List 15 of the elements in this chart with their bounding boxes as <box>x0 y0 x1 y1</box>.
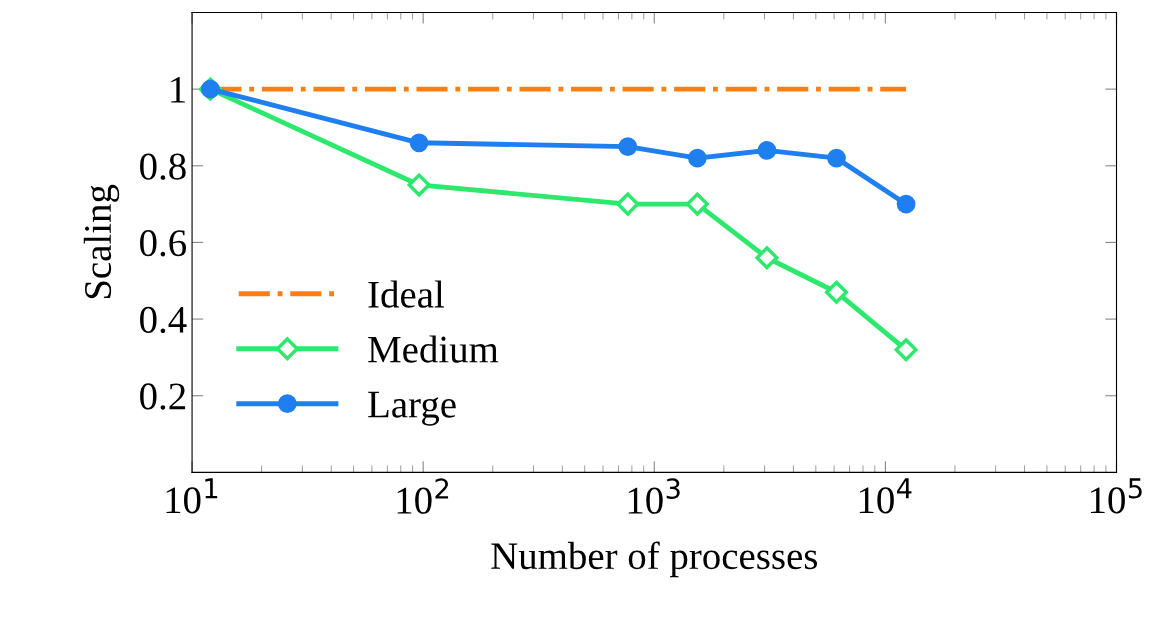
x-tick-label: 10$^{1}$ <box>166 478 218 514</box>
x-axis-title: Number of processes <box>491 541 818 578</box>
legend-label: Large <box>368 391 456 426</box>
x-tick-label: 10$^{3}$ <box>628 478 680 514</box>
y-axis-title: Scaling <box>83 184 120 299</box>
y-tick-label: 0.6 <box>140 230 187 257</box>
y-tick-label: 0.4 <box>140 306 187 334</box>
x-tick-label: 10$^{2}$ <box>397 478 449 514</box>
y-tick-label: 1 <box>171 76 185 103</box>
x-tick-label: 10$^{5}$ <box>1090 478 1142 514</box>
y-tick-label: 0.8 <box>140 153 186 180</box>
legend-label: Medium <box>368 335 499 363</box>
y-tick-label: 0.2 <box>140 383 186 410</box>
x-tick-label: 10$^{4}$ <box>859 478 912 514</box>
legend-label: Ideal <box>368 280 444 308</box>
